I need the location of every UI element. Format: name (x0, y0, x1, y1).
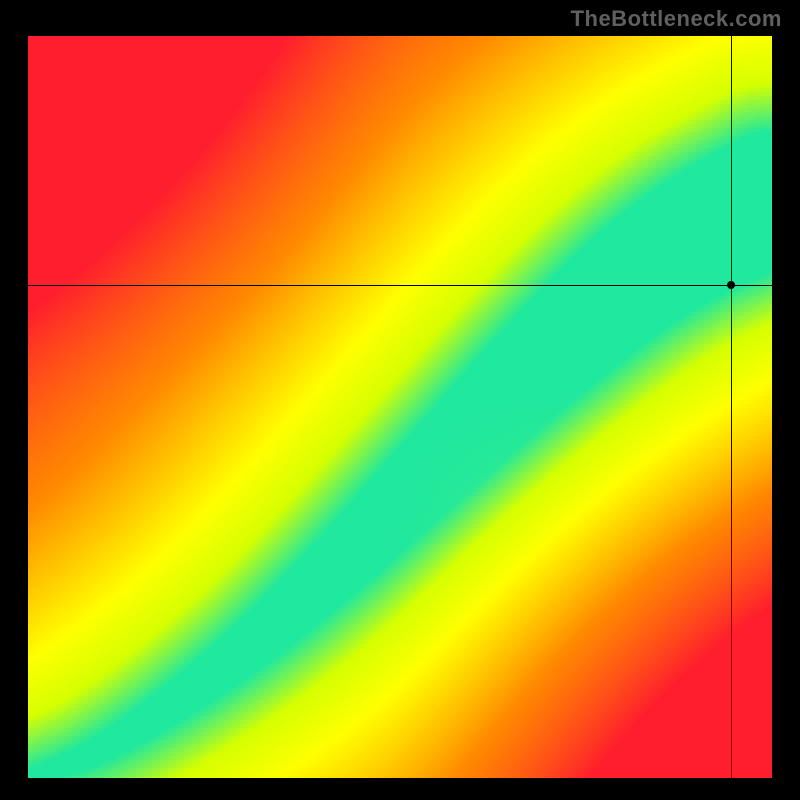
crosshair-horizontal (28, 285, 772, 286)
heatmap-canvas (28, 36, 772, 778)
crosshair-marker (727, 281, 735, 289)
crosshair-vertical (731, 36, 732, 778)
watermark-text: TheBottleneck.com (571, 6, 782, 32)
bottleneck-heatmap (28, 36, 772, 778)
